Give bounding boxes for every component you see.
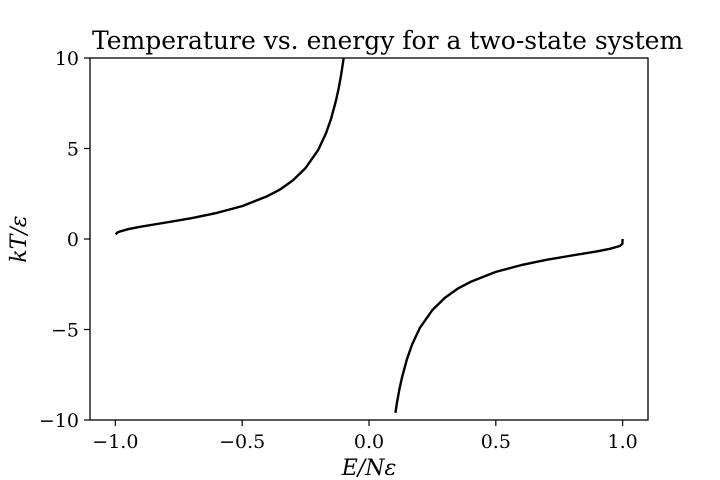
y-tick-label: 5 xyxy=(67,139,79,161)
x-axis: −1.0 −0.5 0.0 0.5 1.0 xyxy=(92,420,638,453)
x-tick-label: 0.0 xyxy=(354,431,384,453)
series-layer xyxy=(114,58,624,413)
y-tick-label: −10 xyxy=(39,410,79,432)
plot-frame xyxy=(89,57,649,421)
chart-title: Temperature vs. energy for a two-state s… xyxy=(92,26,683,55)
x-tick-label: −0.5 xyxy=(219,431,265,453)
series-line-2 xyxy=(394,238,624,413)
x-axis-label: E/Nε xyxy=(341,456,397,480)
x-tick-label: 1.0 xyxy=(608,431,638,453)
y-tick-label: −5 xyxy=(51,320,79,342)
y-tick-label: 10 xyxy=(55,48,79,70)
y-tick-label: 0 xyxy=(67,229,79,251)
y-axis-label: kT/ε xyxy=(7,215,32,262)
x-tick-label: 0.5 xyxy=(481,431,511,453)
y-axis: 10 5 0 −5 −10 xyxy=(39,48,90,432)
series-line-1 xyxy=(114,58,345,236)
x-tick-label: −1.0 xyxy=(92,431,138,453)
